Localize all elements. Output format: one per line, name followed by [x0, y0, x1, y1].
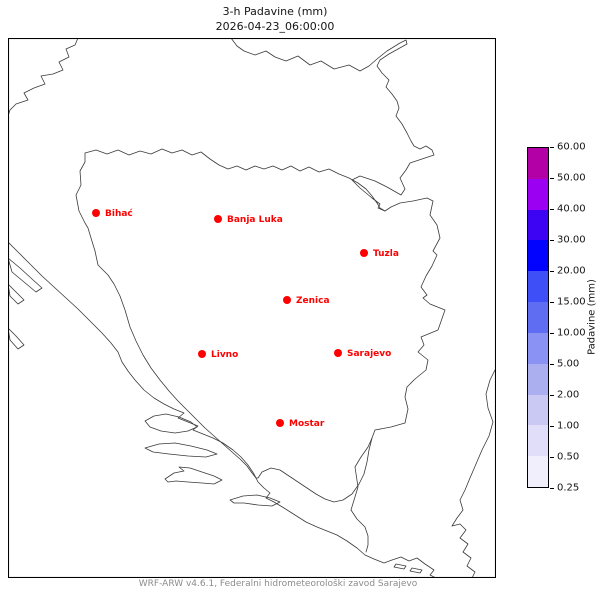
colorbar-tick-label: 30.00 [557, 234, 586, 246]
colorbar-segment [528, 363, 548, 395]
island [393, 563, 407, 570]
colorbar-tick-label: 0.25 [557, 482, 580, 494]
city-label: Banja Luka [227, 215, 283, 225]
city-label: Mostar [289, 419, 325, 429]
colorbar-segment [528, 271, 548, 303]
city-label: Livno [211, 350, 238, 360]
city-markers: Bihać Banja Luka Tuzla Zenica Livno Sarajevo M… [92, 208, 399, 429]
colorbar-tick-label: 50.00 [557, 172, 586, 184]
colorbar-tick-label: 0.50 [557, 451, 580, 463]
city-marker [92, 209, 100, 217]
island [8, 327, 25, 350]
map-frame [8, 38, 496, 578]
colorbar-tick-label: 40.00 [557, 203, 586, 215]
colorbar-tick [550, 239, 554, 241]
colorbar-segment [528, 332, 548, 364]
island [164, 466, 223, 485]
colorbar-segment [528, 302, 548, 333]
colorbar-tick [550, 456, 554, 458]
colorbar-segment [528, 394, 548, 426]
island [409, 567, 423, 574]
colorbar-segment [528, 240, 548, 272]
city-marker [334, 349, 342, 357]
border-north-serbia [230, 38, 435, 212]
border-bosnia [75, 148, 446, 503]
border-serbia-montenegro [451, 367, 496, 578]
island [8, 257, 43, 293]
city-marker [276, 419, 284, 427]
island [229, 494, 281, 507]
island [144, 442, 218, 458]
colorbar-tick [550, 146, 554, 148]
plot-title: 3-h Padavine (mm) 2026-04-23_06:00:00 [0, 4, 550, 34]
colorbar-segment [528, 209, 548, 241]
colorbar-axis-label: Padavine (mm) [586, 279, 598, 355]
city-marker [360, 249, 368, 257]
border-montenegro [350, 437, 373, 553]
city-label: Sarajevo [347, 349, 391, 359]
colorbar-tick-label: 60.00 [557, 141, 586, 153]
colorbar-segment [528, 425, 548, 457]
colorbar-tick [550, 208, 554, 210]
colorbar-tick [550, 394, 554, 396]
title-line1: 3-h Padavine (mm) [222, 5, 328, 18]
island [144, 413, 198, 434]
coastline [8, 241, 437, 578]
colorbar-tick-label: 20.00 [557, 265, 586, 277]
colorbar-tick [550, 332, 554, 334]
colorbar-tick-label: 15.00 [557, 296, 586, 308]
colorbar-tick-label: 5.00 [557, 358, 580, 370]
city-marker [283, 296, 291, 304]
city-marker [198, 350, 206, 358]
colorbar-tick-label: 10.00 [557, 327, 586, 339]
colorbar-segment [528, 178, 548, 210]
colorbar-tick [550, 363, 554, 365]
city-marker [214, 215, 222, 223]
colorbar-segment [528, 148, 548, 179]
city-label: Bihać [105, 208, 133, 219]
colorbar [527, 147, 549, 488]
colorbar-tick [550, 425, 554, 427]
island [8, 283, 25, 305]
city-label: Zenica [296, 296, 330, 306]
colorbar-segment [528, 456, 548, 487]
colorbar-tick [550, 487, 554, 489]
city-label: Tuzla [373, 249, 399, 259]
colorbar-tick [550, 270, 554, 272]
colorbar-tick-label: 1.00 [557, 420, 580, 432]
colorbar-tick-label: 2.00 [557, 389, 580, 401]
attribution-footer: WRF-ARW v4.6.1, Federalni hidrometeorolo… [138, 579, 418, 589]
colorbar-tick [550, 301, 554, 303]
colorbar-tick [550, 177, 554, 179]
border-topleft [8, 38, 79, 117]
map-canvas: Bihać Banja Luka Tuzla Zenica Livno Sarajevo M… [8, 38, 496, 578]
title-line2: 2026-04-23_06:00:00 [215, 20, 335, 33]
